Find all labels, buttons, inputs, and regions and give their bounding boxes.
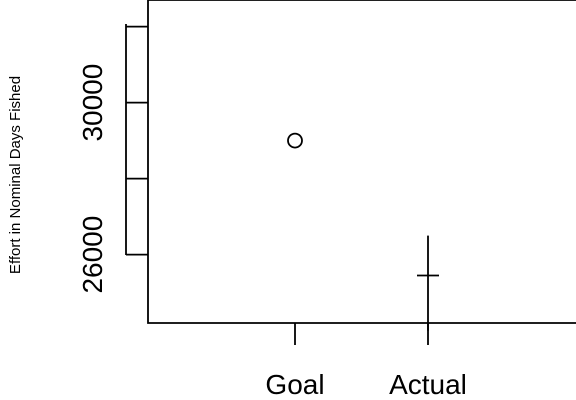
y-tick-label: 26000 bbox=[77, 216, 108, 294]
data-marks bbox=[287, 132, 439, 331]
y-axis-label: Effort in Nominal Days Fished bbox=[7, 76, 24, 274]
x-tick-label: Actual bbox=[389, 369, 467, 400]
y-tick-label: 30000 bbox=[77, 64, 108, 142]
plot-border bbox=[147, 0, 576, 324]
x-axis: Goal Actual bbox=[265, 323, 467, 400]
y-axis: 26000 30000 bbox=[77, 24, 148, 294]
plot-area bbox=[147, 0, 576, 324]
goal-point bbox=[287, 132, 303, 149]
x-tick-label: Goal bbox=[265, 369, 324, 400]
